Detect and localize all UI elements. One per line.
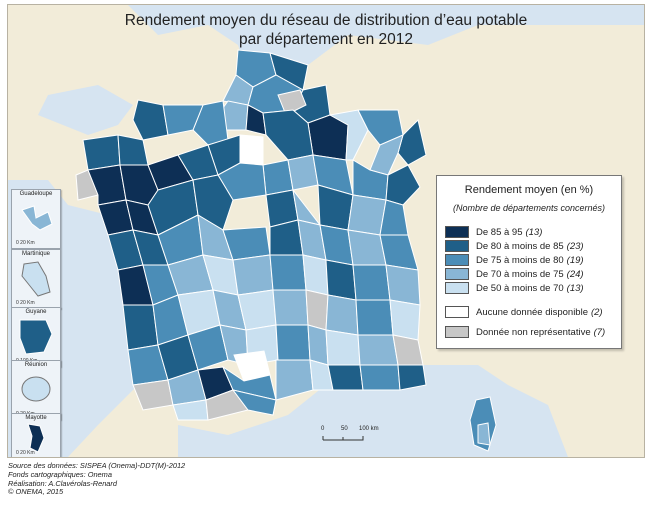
inset-scale: 0 20 Km bbox=[16, 240, 35, 246]
credit-source: Source des données: SISPEA (Onema)-DDT(M… bbox=[8, 461, 186, 470]
mediterranean-sea bbox=[178, 365, 568, 457]
legend-subtitle: (Nombre de départements concernés) bbox=[452, 203, 606, 213]
legend-swatch bbox=[445, 306, 469, 318]
inset-reunion: Réunion 0 20 Km bbox=[11, 360, 61, 420]
credit-copyright: © ONEMA, 2015 bbox=[8, 487, 64, 497]
legend-item: De 50 à moins de 70 (13) bbox=[445, 282, 584, 294]
map-frame: Rendement moyen du réseau de distributio… bbox=[7, 4, 645, 458]
legend-count: (19) bbox=[566, 254, 584, 266]
inset-guyane: Guyane 0 100 Km bbox=[11, 307, 61, 367]
legend-swatch bbox=[445, 254, 469, 266]
scale-label-0: 0 bbox=[321, 426, 325, 432]
map-credits: Source des données: SISPEA (Onema)-DDT(M… bbox=[8, 461, 186, 497]
legend-item: De 80 à moins de 85 (23) bbox=[445, 240, 584, 252]
inset-mayotte: Mayotte 0 20 Km bbox=[11, 413, 61, 457]
legend-label: Aucune donnée disponible bbox=[476, 306, 588, 318]
legend-swatch bbox=[445, 326, 469, 338]
inset-guadeloupe: Guadeloupe 0 20 Km bbox=[11, 189, 61, 249]
legend-count: (7) bbox=[593, 326, 606, 338]
inset-martinique: Martinique 0 20 Km bbox=[11, 249, 61, 309]
map-title-line1: Rendement moyen du réseau de distributio… bbox=[124, 12, 528, 29]
inset-label: Guyane bbox=[25, 309, 47, 315]
legend-count: (13) bbox=[525, 226, 543, 238]
legend-item: De 75 à moins de 80 (19) bbox=[445, 254, 584, 266]
legend-item: De 70 à moins de 75 (24) bbox=[445, 268, 584, 280]
channel-sea bbox=[38, 85, 133, 135]
legend-label: De 75 à moins de 80 bbox=[476, 254, 564, 266]
inset-scale: 0 20 Km bbox=[16, 300, 35, 306]
legend-label: De 80 à moins de 85 bbox=[476, 240, 564, 252]
legend-count: (2) bbox=[590, 306, 603, 318]
inset-label: Réunion bbox=[24, 362, 48, 368]
north-sea bbox=[98, 5, 644, 75]
credit-basemap: Fonds cartographiques: Onema bbox=[8, 469, 112, 479]
departments bbox=[75, 49, 497, 452]
scale-label-100: 100 km bbox=[359, 426, 379, 432]
legend-swatch bbox=[445, 226, 469, 238]
legend-count: (24) bbox=[566, 268, 584, 280]
legend-swatch bbox=[445, 240, 469, 252]
legend-swatch bbox=[445, 268, 469, 280]
inset-scale: 0 20 Km bbox=[16, 450, 35, 456]
map-legend: Rendement moyen (en %) (Nombre de départ… bbox=[436, 175, 622, 349]
legend-label: Donnée non représentative bbox=[476, 326, 591, 338]
legend-swatch bbox=[445, 282, 469, 294]
legend-count: (23) bbox=[566, 240, 584, 252]
legend-title: Rendement moyen (en %) bbox=[464, 184, 594, 196]
credit-author: Réalisation: A.Clavérolas-Renard bbox=[8, 478, 117, 488]
map-title: Rendement moyen du réseau de distributio… bbox=[8, 11, 644, 49]
inset-label: Guadeloupe bbox=[19, 191, 53, 197]
inset-label: Mayotte bbox=[25, 415, 47, 421]
scale-label-50: 50 bbox=[341, 426, 348, 432]
map-title-line2: par département en 2012 bbox=[238, 31, 414, 48]
legend-label: De 85 à 95 bbox=[476, 226, 523, 238]
legend-item: Donnée non représentative (7) bbox=[445, 326, 605, 338]
legend-label: De 50 à moins de 70 bbox=[476, 282, 564, 294]
inset-label: Martinique bbox=[21, 251, 50, 257]
legend-count: (13) bbox=[566, 282, 584, 294]
legend-item: De 85 à 95 (13) bbox=[445, 226, 542, 238]
map-scale-bar: 0 50 100 km bbox=[321, 426, 381, 444]
legend-label: De 70 à moins de 75 bbox=[476, 268, 564, 280]
legend-item: Aucune donnée disponible (2) bbox=[445, 306, 603, 318]
